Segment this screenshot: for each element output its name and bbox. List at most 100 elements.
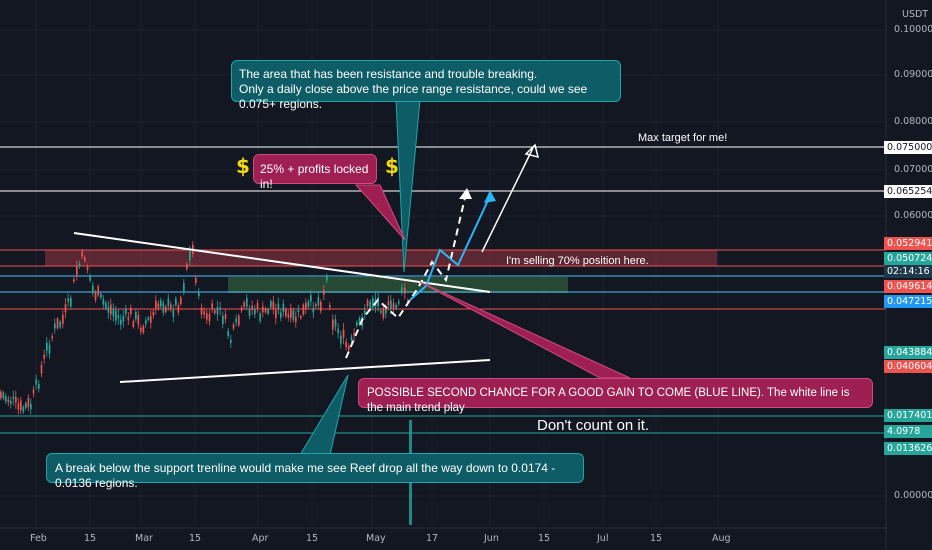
profits-callout-pointer	[354, 184, 406, 241]
candle-body	[46, 342, 48, 351]
candle-body	[264, 308, 267, 313]
candle-body	[398, 301, 400, 304]
second-chance-callout: POSSIBLE SECOND CHANCE FOR A GOOD GAIN T…	[358, 378, 873, 414]
candle-body	[392, 303, 395, 310]
candle-body	[180, 297, 182, 305]
candle-body	[195, 278, 197, 283]
candle-body	[17, 403, 20, 410]
candle-body	[76, 266, 78, 275]
candle-body	[275, 309, 277, 319]
candle-body	[175, 298, 177, 306]
candle-body	[310, 295, 312, 302]
candle-body	[262, 306, 264, 313]
time-tick-label: 17	[426, 533, 439, 544]
candle-body	[292, 310, 295, 320]
dont-count-label: Don't count on it.	[537, 417, 650, 434]
candle-body	[285, 309, 287, 317]
blue-projection	[409, 195, 491, 301]
candle-body	[254, 308, 256, 315]
price-level-tag: 0.043884	[884, 346, 932, 359]
candle-body	[251, 305, 254, 310]
candle-body	[97, 286, 100, 296]
candle-body	[198, 291, 200, 297]
candle-body	[270, 301, 272, 308]
candle-body	[350, 336, 353, 341]
dollar-icon-left: $	[236, 154, 250, 178]
time-tick-label: Feb	[30, 533, 47, 544]
candle-body	[94, 292, 97, 300]
time-tick-label: Jul	[597, 533, 609, 544]
candle-body	[317, 297, 320, 306]
candle-body	[54, 323, 56, 329]
candle-body	[92, 285, 94, 294]
resistance-callout: The area that has been resistance and tr…	[231, 60, 621, 111]
candle-body	[157, 303, 160, 308]
red-resistance-zone	[45, 250, 717, 266]
candle-body	[110, 304, 112, 315]
time-tick-label: Jun	[484, 533, 499, 544]
candle-body	[214, 310, 216, 314]
price-level-tag: 0.049614	[884, 280, 932, 293]
candle-body	[256, 303, 259, 310]
candle-body	[216, 307, 219, 315]
candle-body	[25, 403, 27, 408]
candle-body	[224, 314, 227, 319]
candle-body	[48, 344, 51, 354]
candle-body	[307, 301, 310, 307]
candle-body	[227, 331, 230, 336]
blue-arrow-head	[484, 190, 496, 203]
candle-body	[86, 267, 89, 270]
candle-body	[100, 293, 102, 298]
candle-body	[172, 309, 175, 317]
candle-body	[315, 304, 317, 307]
price-level-tag: 0.050724	[884, 252, 932, 265]
candle-body	[7, 399, 10, 403]
candle-body	[329, 305, 331, 308]
candle-body	[155, 300, 157, 309]
candle-body	[287, 314, 290, 318]
candle-body	[22, 407, 25, 412]
candle-body	[208, 314, 211, 322]
white-target-projection	[481, 147, 534, 253]
candle-body	[105, 302, 107, 309]
candle-body	[320, 301, 322, 312]
price-level-tag: 0.052941	[884, 237, 932, 250]
dollar-icon-right: $	[385, 154, 399, 178]
price-level-tag: 0.065254	[884, 185, 932, 198]
price-level-tag: 0.047215	[884, 295, 932, 308]
candle-body	[147, 317, 150, 320]
candle-body	[81, 251, 84, 257]
candle-body	[89, 275, 92, 281]
candle-body	[30, 403, 32, 410]
candle-body	[73, 279, 75, 282]
candle-body	[356, 322, 358, 326]
candle-body	[167, 298, 170, 307]
candle-body	[62, 314, 64, 324]
candle-body	[51, 336, 54, 339]
candle-body	[127, 316, 130, 321]
candle-body	[152, 311, 155, 316]
candle-body	[107, 306, 110, 313]
candle-body	[267, 309, 270, 314]
selling-note-label: I'm selling 70% position here.	[506, 255, 649, 267]
candle-body	[366, 300, 369, 307]
time-tick-label: Apr	[252, 533, 269, 544]
price-level-tag: 0.017401	[884, 409, 932, 422]
candle-body	[211, 303, 214, 310]
candle-body	[2, 392, 5, 399]
candle-body	[137, 315, 140, 325]
candle-body	[122, 316, 125, 322]
candle-body	[282, 303, 285, 313]
price-level-tag: 02:14:16	[884, 265, 932, 278]
candle-body	[38, 384, 40, 389]
candle-body	[334, 319, 337, 327]
candlesticks	[0, 241, 409, 415]
candle-body	[326, 276, 328, 281]
candle-body	[177, 305, 180, 313]
candle-body	[170, 304, 172, 310]
candle-body	[385, 309, 387, 314]
candle-body	[0, 391, 2, 399]
candle-body	[353, 333, 356, 336]
